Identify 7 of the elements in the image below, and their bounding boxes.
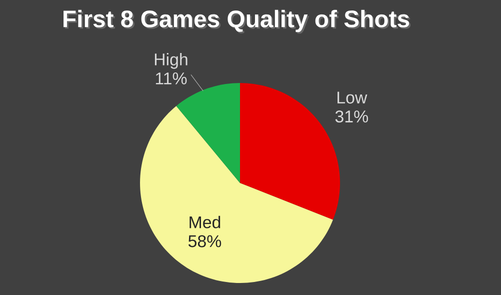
data-label: 58% bbox=[188, 235, 222, 248]
slice-label: High bbox=[154, 53, 188, 69]
slice-label: Med bbox=[190, 216, 220, 228]
chart-title: First 8 Games Quality of Shots bbox=[65, 11, 411, 34]
data-label: 31% bbox=[335, 110, 368, 122]
slice-label: Low bbox=[338, 92, 368, 104]
data-label: 11% bbox=[156, 72, 187, 84]
